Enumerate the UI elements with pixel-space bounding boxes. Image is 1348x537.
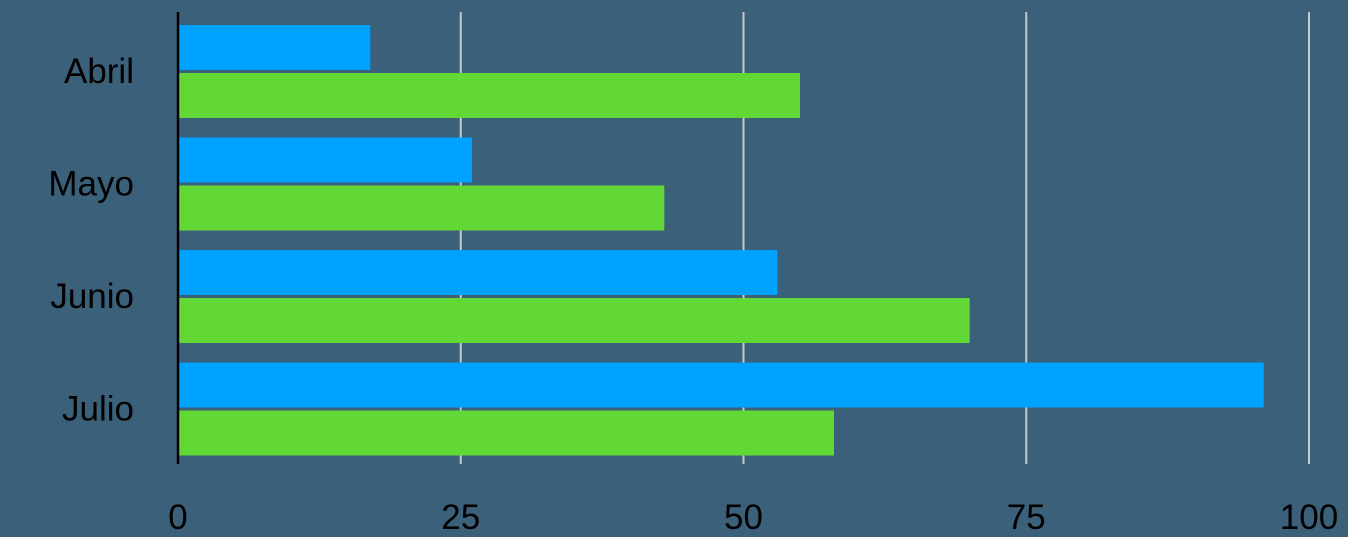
category-labels: Abril Mayo Junio Julio <box>48 52 134 429</box>
bar <box>178 410 834 456</box>
x-tick-label: 50 <box>724 498 763 537</box>
bar <box>178 25 371 70</box>
bar <box>178 362 1264 408</box>
bars <box>178 25 1264 456</box>
bar <box>178 250 778 295</box>
category-label: Julio <box>62 390 134 429</box>
bar <box>178 185 665 231</box>
bar <box>178 137 473 183</box>
category-label: Mayo <box>48 165 134 204</box>
x-tick-label: 100 <box>1280 498 1338 537</box>
x-tick-label: 0 <box>168 498 187 537</box>
bar <box>178 73 801 118</box>
bar <box>178 298 970 343</box>
category-label: Abril <box>64 52 134 91</box>
x-tick-label: 25 <box>441 498 480 537</box>
x-tick-labels: 0 25 50 75 100 <box>168 498 1338 537</box>
x-tick-label: 75 <box>1007 498 1046 537</box>
category-label: Junio <box>50 277 134 316</box>
